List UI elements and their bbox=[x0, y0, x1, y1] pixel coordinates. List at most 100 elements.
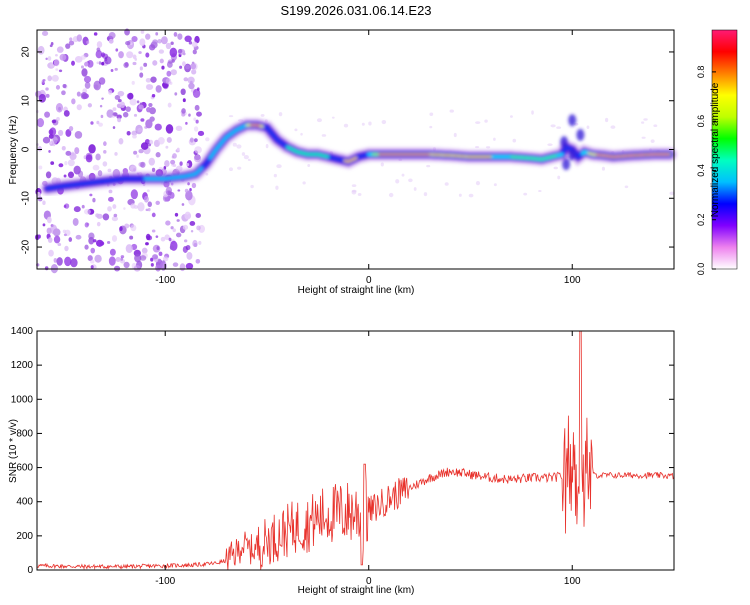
noise-speck bbox=[155, 85, 162, 93]
noise-speck bbox=[42, 200, 46, 205]
noise-speck bbox=[423, 192, 428, 197]
noise-speck bbox=[71, 60, 75, 66]
noise-speck bbox=[69, 37, 73, 42]
ridge-hot-segment bbox=[428, 153, 492, 158]
noise-speck bbox=[101, 61, 105, 66]
noise-speck bbox=[143, 62, 148, 67]
noise-speck bbox=[50, 161, 55, 165]
noise-speck bbox=[152, 39, 159, 45]
noise-speck bbox=[408, 178, 413, 183]
noise-speck bbox=[586, 125, 590, 129]
y-tick-label: 1400 bbox=[11, 326, 34, 337]
noise-speck bbox=[523, 192, 528, 196]
colorbar-ticks: 0.0 0.2 0.4 0.6 0.8 bbox=[696, 66, 716, 275]
noise-speck bbox=[98, 61, 102, 65]
noise-speck bbox=[123, 207, 126, 210]
noise-speck bbox=[184, 35, 192, 43]
noise-speck bbox=[65, 150, 72, 156]
figure-title: S199.2026.031.06.14.E23 bbox=[280, 3, 431, 18]
noise-speck bbox=[84, 81, 91, 89]
noise-speck bbox=[184, 211, 192, 220]
noise-speck bbox=[42, 79, 46, 82]
x-tick-label: 0 bbox=[366, 275, 372, 286]
noise-speck bbox=[88, 144, 96, 154]
noise-speck bbox=[171, 58, 175, 63]
noise-speck bbox=[321, 134, 327, 137]
noise-speck bbox=[669, 191, 675, 195]
noise-speck bbox=[36, 117, 45, 128]
noise-speck bbox=[260, 114, 265, 117]
noise-speck bbox=[117, 90, 125, 97]
noise-speck bbox=[81, 204, 85, 209]
noise-speck bbox=[47, 56, 52, 61]
noise-speck bbox=[228, 167, 233, 172]
noise-speck bbox=[193, 117, 197, 122]
noise-speck bbox=[88, 232, 95, 240]
noise-speck bbox=[181, 203, 185, 206]
noise-speck bbox=[148, 157, 156, 166]
noise-speck bbox=[108, 189, 113, 194]
noise-speck bbox=[192, 49, 197, 55]
noise-speck bbox=[145, 233, 151, 241]
noise-speck bbox=[169, 245, 174, 250]
noise-speck bbox=[468, 193, 474, 198]
noise-speck bbox=[161, 65, 165, 70]
noise-speck bbox=[58, 129, 64, 137]
noise-speck bbox=[126, 130, 131, 136]
ridge-hot-segment bbox=[510, 154, 557, 161]
noise-speck bbox=[48, 249, 54, 257]
noise-speck bbox=[275, 185, 279, 190]
noise-speck bbox=[87, 255, 93, 262]
noise-speck bbox=[145, 242, 149, 246]
noise-speck bbox=[45, 171, 52, 179]
noise-speck bbox=[165, 124, 174, 134]
noise-speck bbox=[174, 212, 179, 217]
noise-speck bbox=[193, 154, 202, 163]
noise-speck bbox=[67, 171, 75, 179]
noise-speck bbox=[126, 51, 134, 59]
noise-speck bbox=[484, 119, 488, 123]
noise-speck bbox=[74, 131, 83, 139]
ridge-hot-segment bbox=[343, 156, 358, 163]
noise-speck bbox=[361, 122, 365, 126]
noise-speck bbox=[131, 80, 135, 85]
noise-speck bbox=[624, 185, 629, 189]
spectrogram-y-axis: -20 -10 0 10 20 bbox=[21, 46, 674, 254]
noise-speck bbox=[475, 146, 480, 149]
noise-speck bbox=[133, 264, 141, 272]
noise-speck bbox=[368, 121, 372, 126]
noise-speck bbox=[182, 98, 186, 103]
noise-speck bbox=[136, 100, 140, 104]
noise-speck bbox=[475, 180, 481, 186]
noise-speck bbox=[48, 150, 51, 153]
noise-speck bbox=[125, 106, 131, 112]
noise-speck bbox=[86, 40, 90, 45]
noise-speck bbox=[188, 41, 193, 45]
noise-speck bbox=[51, 119, 57, 124]
noise-speck bbox=[124, 223, 130, 229]
noise-speck bbox=[56, 116, 60, 122]
noise-speck bbox=[130, 203, 136, 209]
noise-speck bbox=[134, 254, 142, 263]
noise-speck bbox=[195, 213, 201, 218]
noise-speck bbox=[120, 255, 125, 259]
noise-speck bbox=[119, 101, 126, 109]
noise-speck bbox=[42, 223, 46, 227]
noise-speck bbox=[183, 77, 189, 82]
noise-speck bbox=[51, 74, 59, 82]
noise-speck bbox=[197, 130, 205, 137]
ridge-blob bbox=[560, 136, 569, 149]
noise-speck bbox=[553, 166, 558, 170]
noise-speck bbox=[37, 45, 45, 55]
noise-speck bbox=[134, 57, 138, 61]
noise-speck bbox=[137, 128, 143, 133]
noise-speck bbox=[155, 264, 161, 272]
ridge-blob bbox=[562, 158, 571, 171]
noise-speck bbox=[48, 141, 53, 145]
noise-speck bbox=[108, 38, 114, 44]
noise-speck bbox=[190, 63, 197, 70]
noise-speck bbox=[65, 129, 72, 137]
noise-speck bbox=[247, 158, 251, 162]
noise-speck bbox=[139, 66, 143, 71]
noise-speck bbox=[119, 226, 123, 232]
